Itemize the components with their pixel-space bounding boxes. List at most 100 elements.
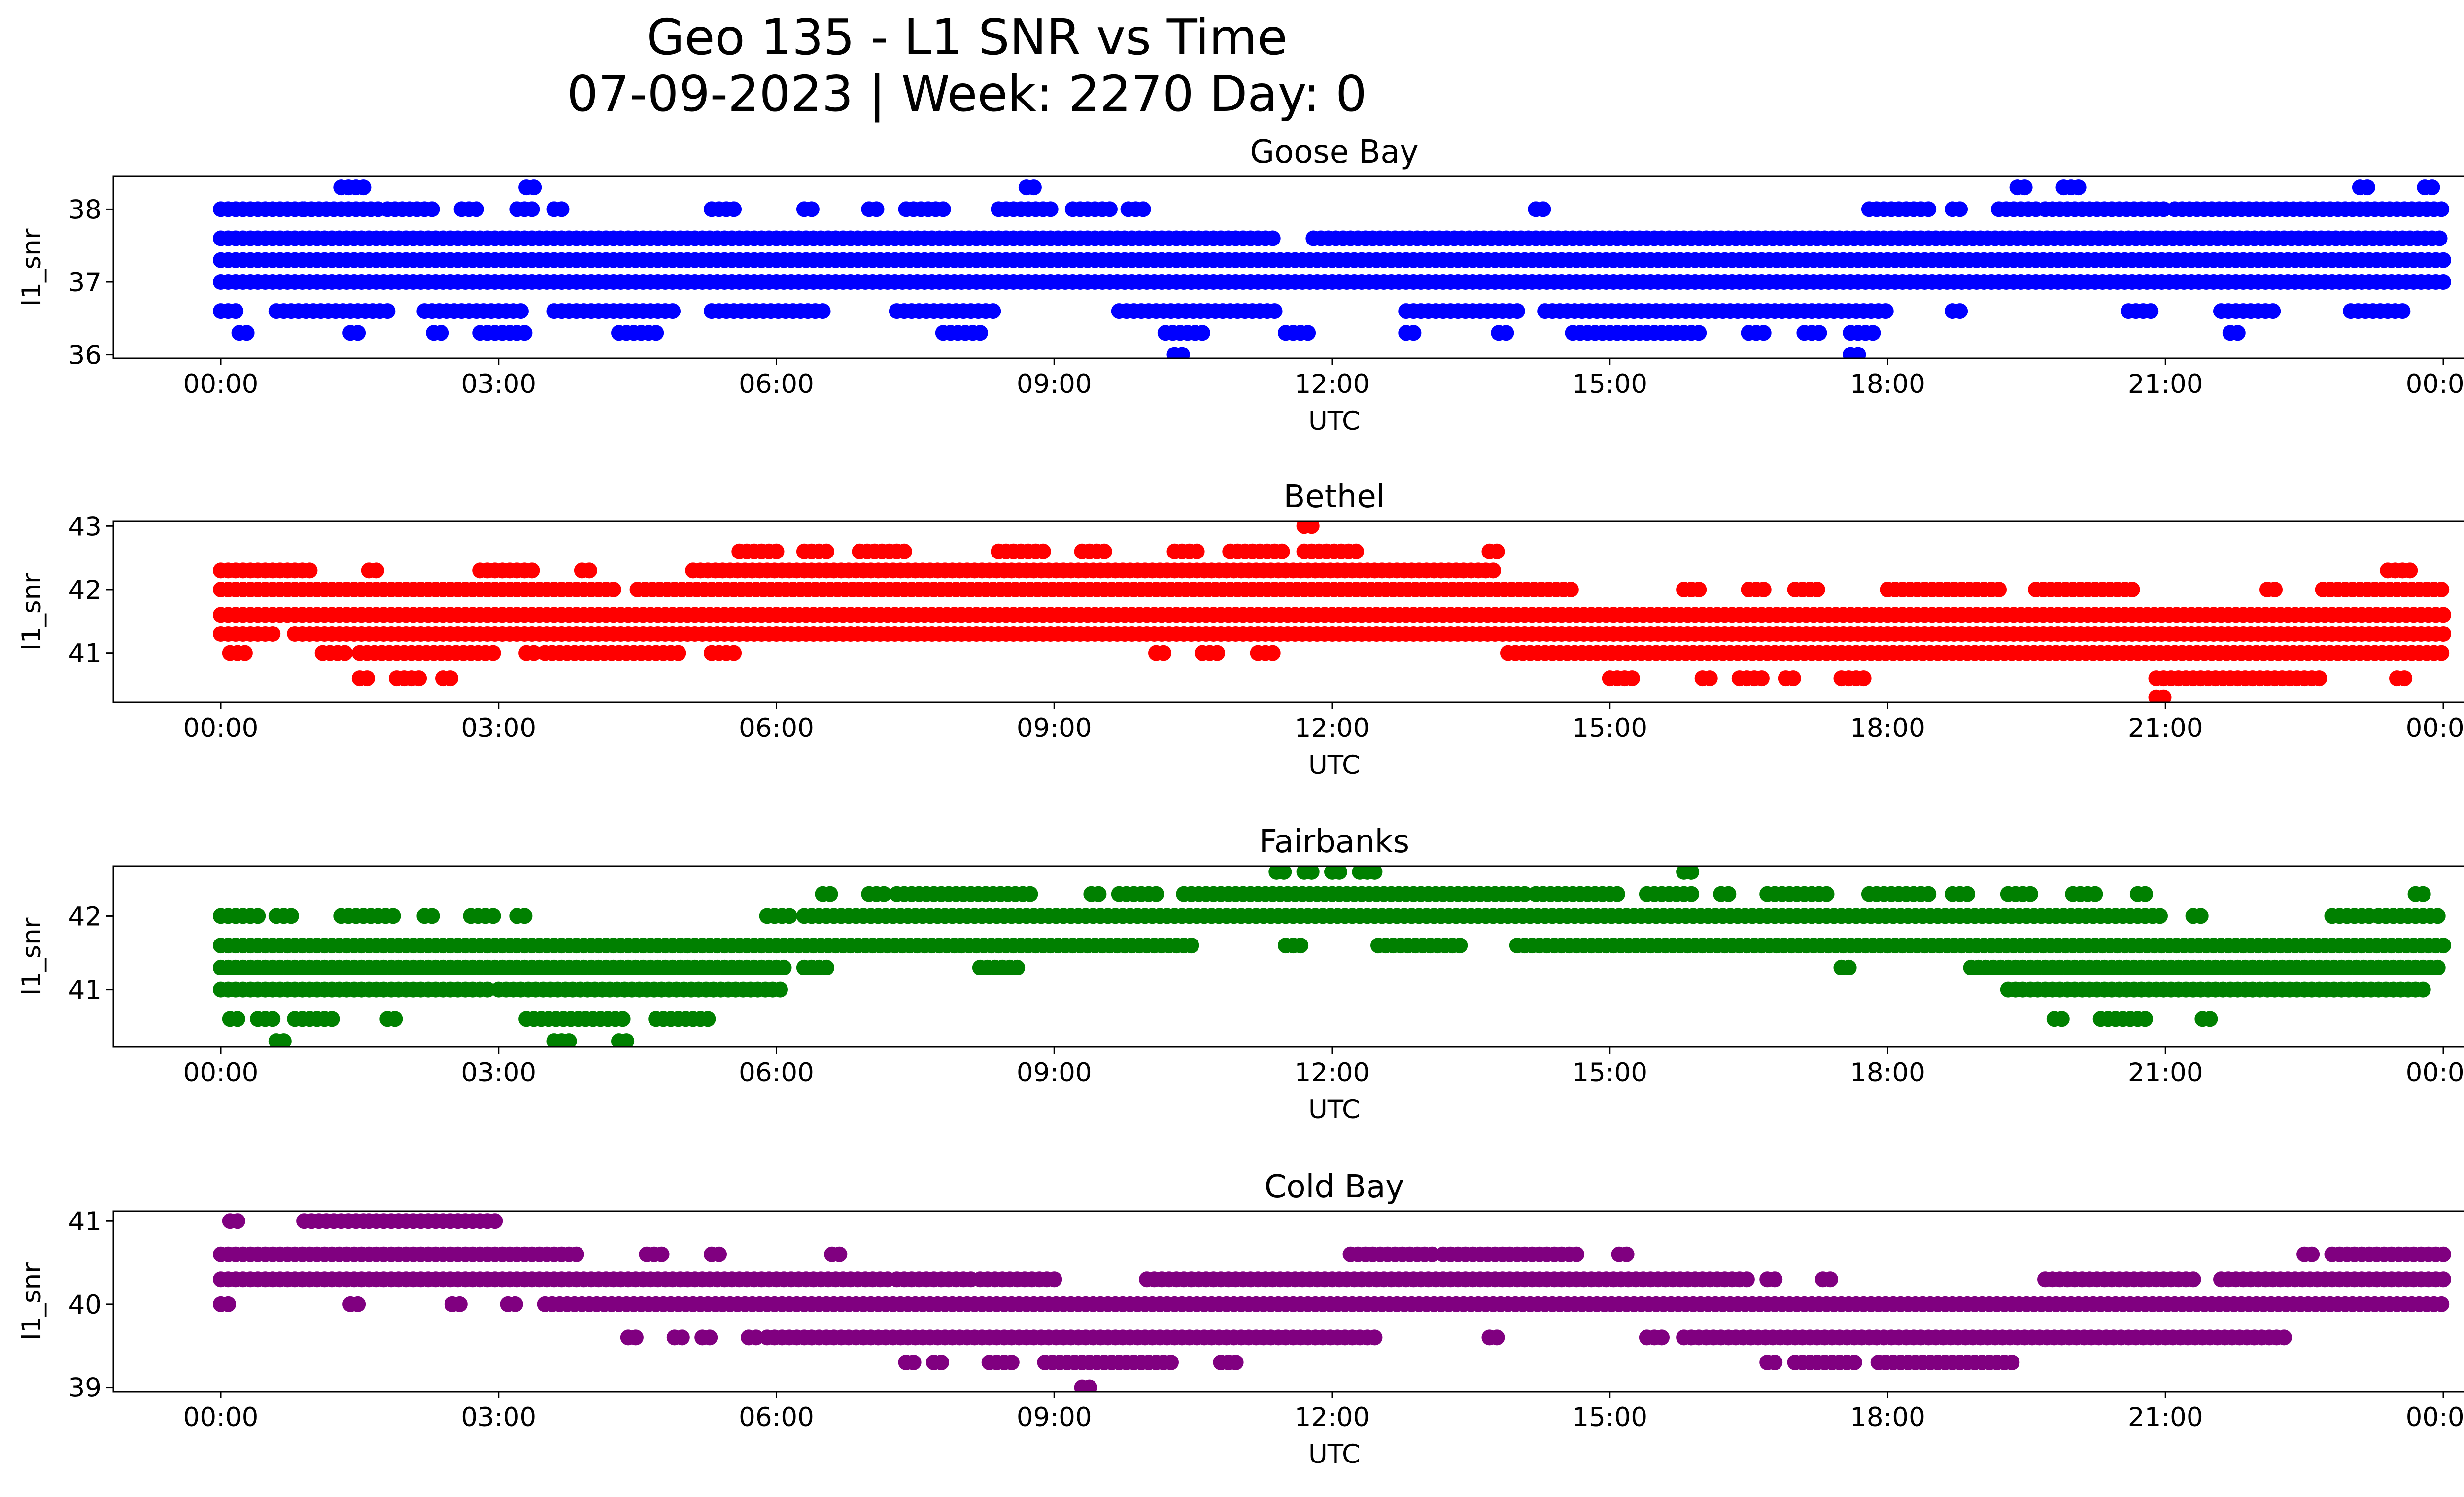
data-point (702, 1329, 718, 1346)
data-point (2359, 179, 2375, 196)
data-point (302, 562, 318, 579)
data-point (1920, 201, 1937, 217)
data-point (2430, 908, 2446, 924)
y-tick-label: 41 (68, 975, 102, 1006)
series-level-40_6 (351, 670, 2413, 687)
data-point (2022, 886, 2038, 902)
data-point (726, 645, 742, 661)
data-point (561, 1033, 577, 1047)
data-point (700, 1011, 716, 1027)
data-point (468, 201, 484, 217)
data-point (485, 908, 501, 924)
data-point (711, 1246, 727, 1262)
x-axis-label: UTC (1308, 1095, 1360, 1125)
series-level-36_6 (213, 303, 2411, 319)
data-point (2156, 201, 2172, 217)
data-point (516, 325, 533, 341)
data-point (228, 303, 244, 319)
data-point (2435, 274, 2451, 290)
x-tick-label: 09:00 (1017, 1058, 1092, 1088)
data-point (1042, 201, 1059, 217)
data-point (653, 1246, 670, 1262)
x-tick-label: 00:00 (2406, 1058, 2464, 1088)
x-tick-label: 09:00 (1017, 713, 1092, 743)
series-level-40_3 (213, 1271, 2451, 1288)
data-point (1265, 645, 1281, 661)
data-point (1405, 325, 1422, 341)
data-point (516, 908, 533, 924)
data-point (1367, 866, 1383, 880)
data-point (2395, 303, 2411, 319)
x-tick-label: 06:00 (739, 369, 814, 399)
data-point (424, 201, 440, 217)
data-point (605, 582, 621, 597)
x-tick-label: 15:00 (1572, 1402, 1647, 1432)
data-point (2433, 1296, 2450, 1312)
x-tick-label: 09:00 (1017, 1402, 1092, 1432)
y-tick-label: 40 (68, 1290, 102, 1320)
data-point (424, 908, 440, 924)
data-point (831, 1246, 848, 1262)
data-point (1035, 543, 1051, 559)
data-point (1091, 886, 1107, 902)
data-point (1003, 1355, 1020, 1370)
data-point (1683, 886, 1700, 902)
data-point (2087, 886, 2103, 902)
data-point (368, 562, 384, 579)
data-point (2435, 252, 2451, 268)
data-point (1878, 303, 1894, 319)
data-point (819, 959, 834, 975)
data-point (359, 670, 375, 687)
x-tick-label: 00:00 (183, 369, 259, 399)
series-level-40_3 (2148, 689, 2172, 702)
data-point (1156, 645, 1171, 661)
data-point (1367, 1329, 1383, 1346)
series-level-39_3 (898, 1355, 2020, 1370)
x-tick-label: 06:00 (739, 1058, 814, 1088)
x-tick-label: 21:00 (2128, 1058, 2203, 1088)
data-point (239, 325, 255, 341)
data-point (2304, 1246, 2320, 1262)
axes-frame (112, 1210, 2464, 1393)
data-point (443, 670, 458, 687)
axes-frame (112, 520, 2464, 703)
series-level-41 (222, 645, 2450, 661)
data-point (2276, 1329, 2292, 1346)
data-point (350, 1296, 366, 1312)
series-level-41_3 (213, 626, 2451, 642)
marker-group (213, 1213, 2451, 1392)
data-point (1767, 1355, 1783, 1370)
data-point (1865, 325, 1881, 341)
data-point (324, 1011, 340, 1027)
y-tick-label: 36 (68, 341, 102, 371)
data-point (265, 1011, 281, 1027)
series-level-39_6 (620, 1329, 2292, 1346)
data-point (265, 626, 281, 642)
data-point (803, 201, 820, 217)
marker-group (213, 521, 2451, 702)
x-tick-label: 21:00 (2128, 713, 2203, 743)
data-point (485, 645, 501, 661)
data-point (1209, 645, 1225, 661)
data-point (1516, 886, 1533, 902)
data-point (2435, 938, 2451, 954)
data-point (768, 543, 785, 559)
data-point (2433, 201, 2450, 217)
data-point (1811, 325, 1827, 341)
x-tick-label: 18:00 (1850, 369, 1925, 399)
y-axis-label: l1_snr (17, 1262, 47, 1340)
figure-title-line2: 07-09-2023 | Week: 2270 Day: 0 (567, 65, 1367, 123)
axes-frame (112, 865, 2464, 1048)
data-point (1332, 866, 1347, 880)
data-point (1952, 303, 1968, 319)
data-point (933, 1355, 949, 1370)
x-tick-label: 15:00 (1572, 713, 1647, 743)
series-level-42_3 (213, 562, 2418, 579)
data-point (411, 670, 427, 687)
data-point (2396, 670, 2413, 687)
data-point (876, 886, 892, 902)
data-point (985, 303, 1001, 319)
data-point (568, 1246, 584, 1262)
series-level-37_6 (213, 230, 2448, 246)
